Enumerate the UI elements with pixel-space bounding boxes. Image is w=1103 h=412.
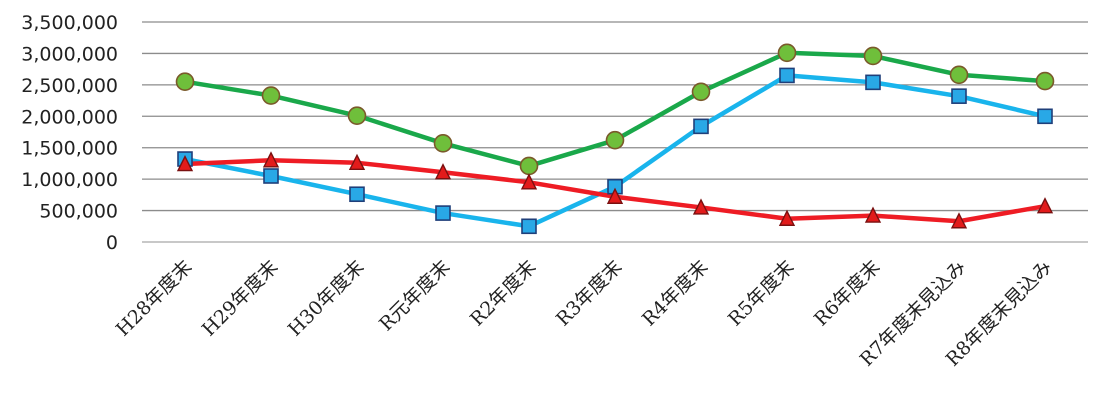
data-point bbox=[864, 206, 882, 223]
data-point bbox=[175, 72, 195, 92]
data-point bbox=[348, 153, 366, 171]
x-tick-label: R4年度末 bbox=[638, 256, 713, 331]
x-tick-label: R元年度末 bbox=[375, 256, 454, 335]
x-tick-label: H30年度末 bbox=[284, 256, 369, 341]
data-point bbox=[262, 151, 280, 168]
data-point bbox=[779, 67, 795, 84]
data-point bbox=[693, 118, 709, 135]
data-point bbox=[347, 106, 367, 125]
data-point bbox=[261, 86, 281, 105]
data-point bbox=[865, 74, 881, 91]
data-point bbox=[949, 65, 969, 85]
data-point bbox=[434, 163, 452, 180]
data-point bbox=[176, 154, 194, 172]
data-point bbox=[1037, 108, 1053, 125]
data-point bbox=[863, 46, 883, 66]
y-tick-label: 1,000,000 bbox=[21, 169, 118, 191]
y-tick-label: 2,500,000 bbox=[21, 75, 118, 97]
data-point bbox=[433, 134, 453, 153]
y-axis-tick-labels: 0 500,000 1,000,000 1,500,000 2,000,000 2,500… bbox=[21, 12, 118, 254]
data-point bbox=[1036, 197, 1054, 214]
data-point bbox=[951, 88, 967, 104]
data-point bbox=[606, 187, 624, 204]
data-point bbox=[349, 186, 365, 203]
data-point bbox=[521, 218, 537, 235]
x-tick-label: R5年度末 bbox=[724, 256, 799, 331]
y-tick-label: 1,500,000 bbox=[21, 138, 118, 160]
x-tick-label: R3年度末 bbox=[552, 256, 627, 331]
data-point bbox=[263, 168, 279, 184]
x-tick-label: H28年度末 bbox=[112, 256, 197, 341]
y-tick-label: 500,000 bbox=[39, 201, 118, 223]
y-tick-label: 2,000,000 bbox=[21, 106, 118, 128]
data-point bbox=[777, 43, 797, 63]
x-tick-label: R2年度末 bbox=[466, 256, 541, 331]
x-tick-label: H29年度末 bbox=[198, 256, 283, 341]
data-point bbox=[520, 173, 538, 190]
data-point bbox=[519, 156, 539, 176]
data-point bbox=[1035, 71, 1055, 91]
data-point bbox=[691, 82, 711, 102]
data-point bbox=[435, 205, 451, 221]
x-axis-tick-labels: H28年度末 H29年度末 H30年度末 R元年度末 R2年度末 R3年度末 R4年度末 R5… bbox=[112, 256, 1057, 371]
y-tick-label: 0 bbox=[106, 232, 118, 254]
data-point bbox=[605, 130, 625, 150]
y-tick-label: 3,500,000 bbox=[21, 12, 118, 34]
data-point bbox=[950, 212, 968, 229]
x-tick-label: R6年度末 bbox=[810, 256, 885, 331]
data-point bbox=[692, 198, 710, 215]
series bbox=[175, 43, 1055, 235]
y-tick-label: 3,000,000 bbox=[21, 43, 118, 65]
data-point bbox=[778, 209, 796, 226]
